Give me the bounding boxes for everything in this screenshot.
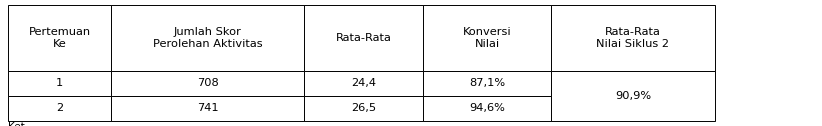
Text: 26,5: 26,5 xyxy=(351,103,376,113)
Text: Jumlah Skor
Perolehan Aktivitas: Jumlah Skor Perolehan Aktivitas xyxy=(153,27,262,49)
Text: 90,9%: 90,9% xyxy=(615,91,651,101)
Text: 2: 2 xyxy=(56,103,63,113)
Text: 94,6%: 94,6% xyxy=(469,103,505,113)
Bar xyxy=(551,71,715,121)
Bar xyxy=(8,96,111,121)
Text: Rata-Rata: Rata-Rata xyxy=(336,33,391,43)
Text: 87,1%: 87,1% xyxy=(469,78,505,88)
Text: Pertemuan
Ke: Pertemuan Ke xyxy=(29,27,90,49)
Bar xyxy=(8,71,111,96)
Text: Ket.: Ket. xyxy=(8,122,28,126)
Bar xyxy=(423,71,551,96)
Bar xyxy=(111,5,304,71)
Bar xyxy=(304,5,423,71)
Bar xyxy=(304,96,423,121)
Bar xyxy=(111,71,304,96)
Bar xyxy=(8,5,111,71)
Text: 741: 741 xyxy=(196,103,219,113)
Text: Rata-Rata
Nilai Siklus 2: Rata-Rata Nilai Siklus 2 xyxy=(597,27,669,49)
Text: 1: 1 xyxy=(56,78,63,88)
Bar xyxy=(423,96,551,121)
Text: Konversi
Nilai: Konversi Nilai xyxy=(463,27,511,49)
Bar xyxy=(423,5,551,71)
Bar xyxy=(111,96,304,121)
Text: 708: 708 xyxy=(196,78,219,88)
Bar xyxy=(551,5,715,71)
Bar xyxy=(304,71,423,96)
Text: 24,4: 24,4 xyxy=(351,78,376,88)
